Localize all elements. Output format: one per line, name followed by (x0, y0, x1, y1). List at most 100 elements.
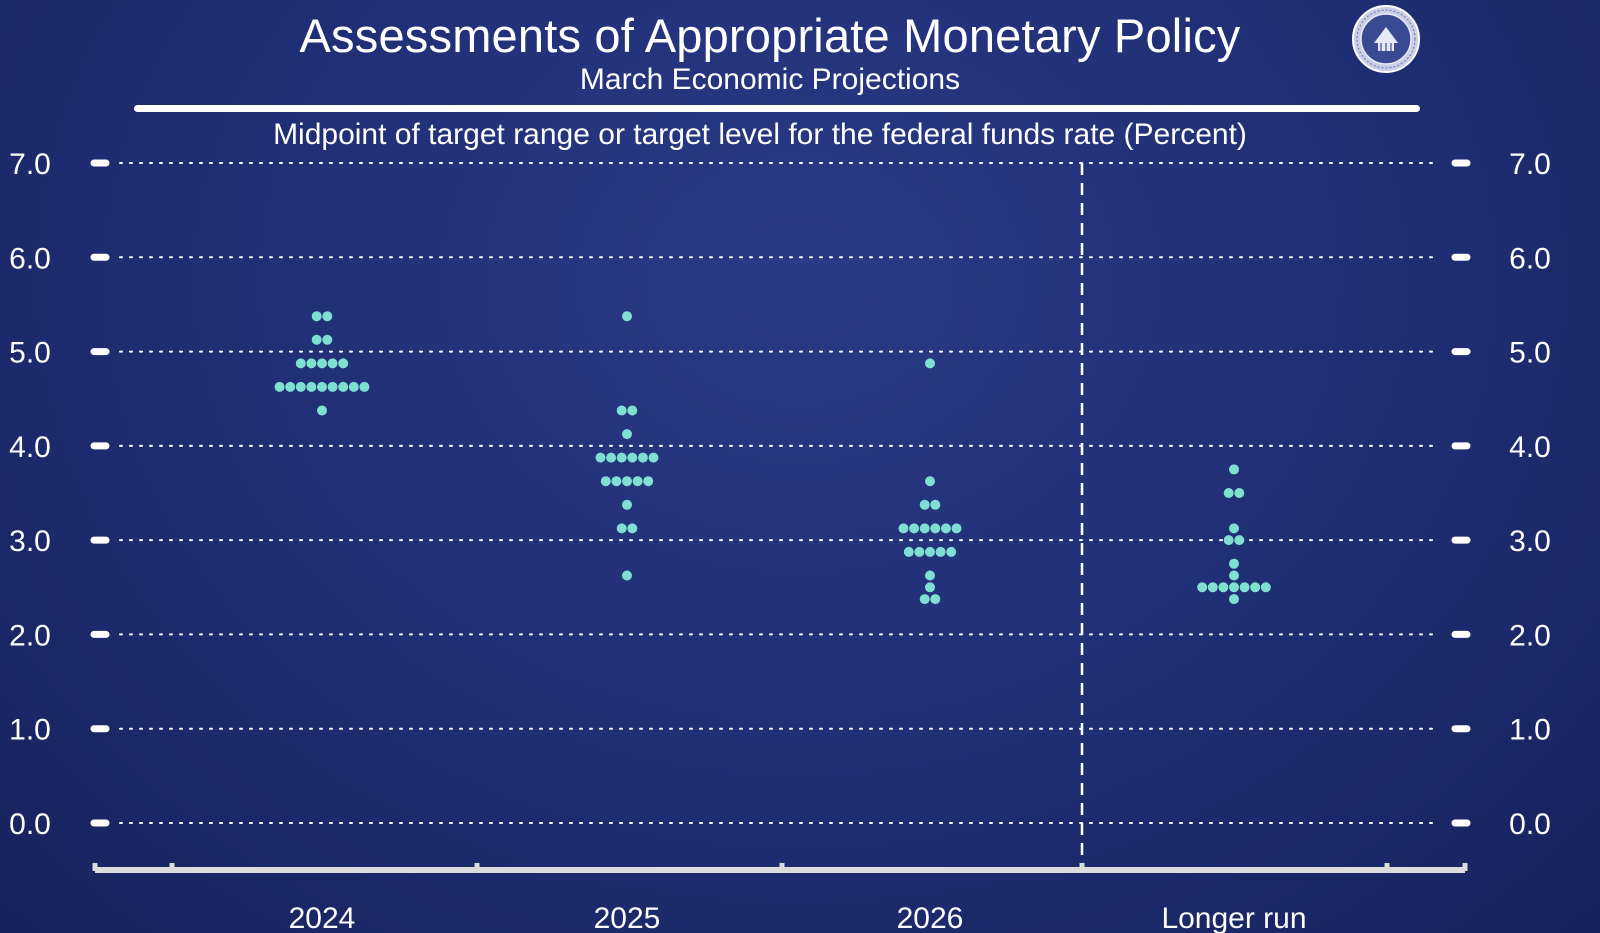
y-tick-label-right: 4.0 (1509, 431, 1551, 464)
projection-dot (359, 381, 370, 392)
projection-dot (1229, 558, 1239, 569)
projection-dot (643, 476, 654, 487)
projection-dot (327, 381, 338, 392)
projection-dot (622, 429, 632, 440)
y-tick-label-left: 1.0 (9, 714, 51, 747)
axis-title: Midpoint of target range or target level… (273, 118, 1247, 151)
projection-dot (632, 476, 643, 487)
projection-dot (600, 476, 611, 487)
y-tick-label-right: 7.0 (1509, 148, 1551, 181)
y-tick-label-right: 3.0 (1509, 525, 1551, 558)
projection-dot (1218, 582, 1229, 593)
projection-dot (1229, 594, 1239, 605)
projection-dot (1250, 582, 1261, 593)
projection-dot (925, 358, 935, 369)
projection-dot (925, 570, 935, 581)
projection-dot (919, 594, 930, 605)
axes: 7.0 7.0 6.0 6.0 5.0 5.0 4.0 4.0 3.0 3.0 2.0 2.0 1.0 1… (9, 148, 1551, 933)
projection-dot (317, 381, 327, 392)
projection-dot (595, 452, 606, 463)
dots (274, 311, 1271, 605)
projection-dot (322, 311, 333, 322)
projection-dot (637, 452, 648, 463)
y-tick-label-left: 2.0 (9, 619, 51, 652)
projection-dot (274, 381, 285, 392)
projection-dot (1223, 488, 1234, 498)
projection-dot (1239, 582, 1250, 593)
projection-dot (951, 523, 962, 534)
projection-dot (1234, 488, 1245, 498)
y-tick-label-left: 6.0 (9, 242, 51, 275)
chart-title: Assessments of Appropriate Monetary Poli… (299, 9, 1241, 62)
projection-dot (611, 476, 622, 487)
gridlines (119, 162, 1441, 824)
y-tick-label-right: 1.0 (1509, 714, 1551, 747)
projection-dot (1229, 570, 1239, 581)
projection-dot (648, 452, 659, 463)
projection-dot (606, 452, 617, 463)
projection-dot (930, 594, 941, 605)
projection-dot (295, 381, 306, 392)
projection-dot (898, 523, 909, 534)
projection-dot (946, 546, 957, 557)
projection-dot (1229, 523, 1239, 534)
projection-dot (925, 582, 935, 593)
projection-dot (317, 358, 327, 369)
projection-dot (338, 381, 349, 392)
x-category-label: 2026 (897, 902, 964, 933)
projection-dot (1229, 464, 1239, 475)
projection-dot (919, 499, 930, 510)
projection-dot (622, 476, 632, 487)
projection-dot (1229, 582, 1239, 593)
projection-dot (930, 499, 941, 510)
y-tick-label-left: 7.0 (9, 148, 51, 181)
projection-dot (317, 405, 327, 416)
chart-subtitle: March Economic Projections (579, 63, 961, 96)
projection-dot (306, 358, 317, 369)
projection-dot (627, 523, 638, 534)
x-category-label: 2025 (594, 902, 661, 933)
projection-dot (925, 476, 935, 487)
y-tick-label-right: 6.0 (1509, 242, 1551, 275)
projection-dot (616, 405, 627, 416)
y-tick-label-left: 0.0 (9, 808, 51, 841)
projection-dot (285, 381, 296, 392)
projection-dot (627, 405, 638, 416)
projection-dot (919, 523, 930, 534)
projection-dot (322, 334, 333, 345)
projection-dot (909, 523, 920, 534)
y-tick-label-right: 0.0 (1509, 808, 1551, 841)
y-tick-label-left: 4.0 (9, 431, 51, 464)
x-category-label: 2024 (289, 902, 356, 933)
federal-reserve-seal-icon (1352, 5, 1420, 73)
projection-dot (930, 523, 941, 534)
x-category-label: Longer run (1161, 902, 1306, 933)
projection-dot (327, 358, 338, 369)
y-tick-label-right: 5.0 (1509, 337, 1551, 370)
projection-dot (348, 381, 359, 392)
projection-dot (935, 546, 946, 557)
projection-dot (622, 570, 632, 581)
projection-dot (306, 381, 317, 392)
projection-dot (622, 499, 632, 510)
y-tick-label-left: 5.0 (9, 337, 51, 370)
projection-dot (311, 334, 322, 345)
projection-dot (1223, 535, 1234, 546)
projection-dot (903, 546, 914, 557)
projection-dot (940, 523, 951, 534)
projection-dot (311, 311, 322, 322)
projection-dot (616, 452, 627, 463)
projection-dot (338, 358, 349, 369)
projection-dot (295, 358, 306, 369)
projection-dot (622, 311, 632, 322)
projection-dot (616, 523, 627, 534)
projection-dot (1197, 582, 1208, 593)
projection-dot (1234, 535, 1245, 546)
projection-dot (627, 452, 638, 463)
y-tick-label-left: 3.0 (9, 525, 51, 558)
projection-dot (914, 546, 925, 557)
y-tick-label-right: 2.0 (1509, 619, 1551, 652)
projection-dot (1207, 582, 1218, 593)
projection-dot (925, 546, 935, 557)
